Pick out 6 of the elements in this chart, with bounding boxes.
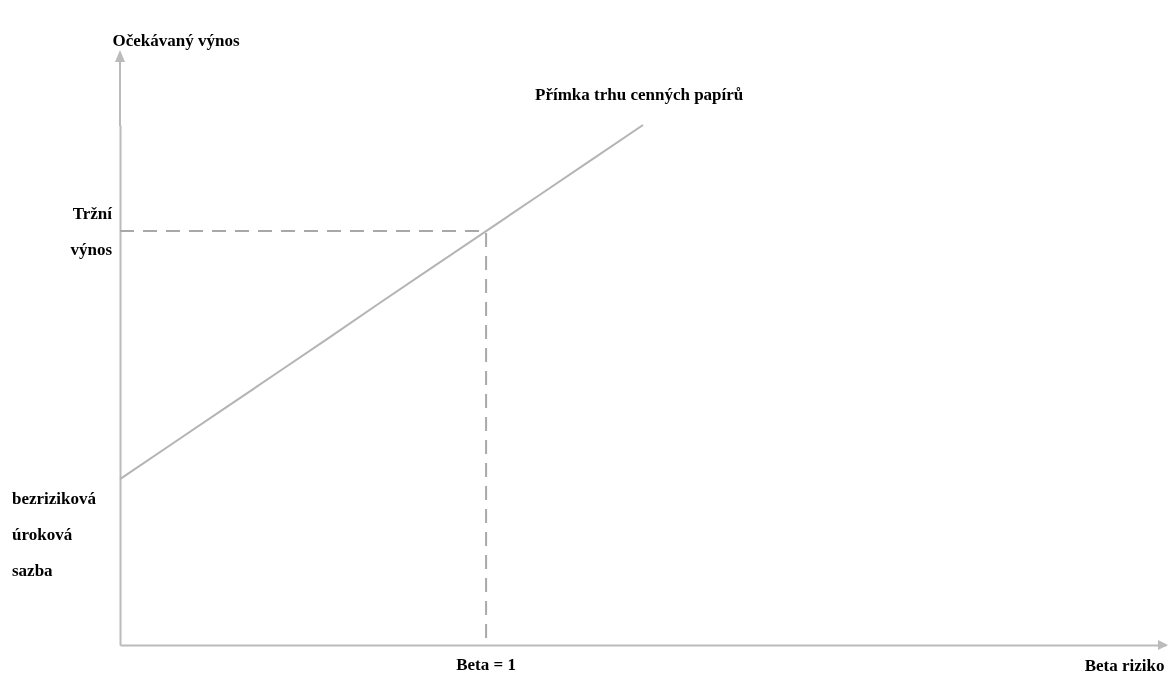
- text: bezriziková úroková sazba: [12, 489, 97, 581]
- y-axis-title: Očekávaný výnos: [112, 30, 240, 50]
- series-label: Přímka trhu cenných papírů: [535, 85, 744, 104]
- ref-line-label: Tržní výnos: [70, 204, 113, 260]
- text: Beta = 1: [456, 655, 516, 674]
- x-axis-title: Beta riziko: [1084, 655, 1165, 675]
